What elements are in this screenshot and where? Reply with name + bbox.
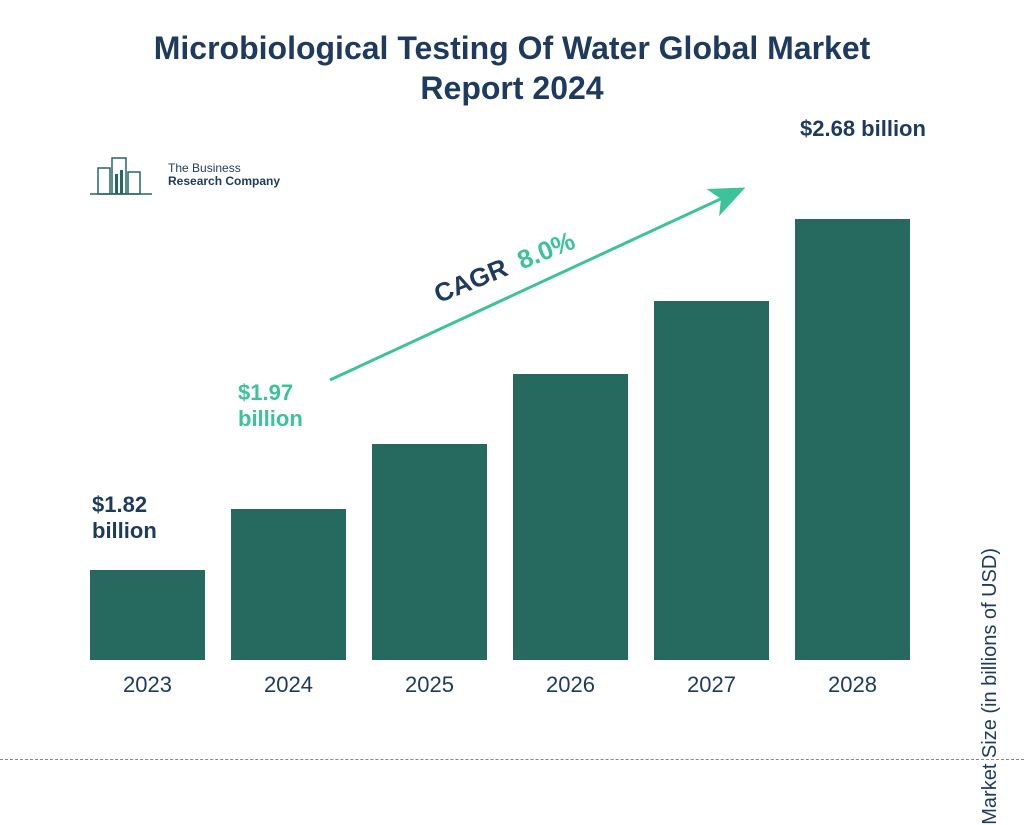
x-axis-tick-label: 2027: [654, 672, 769, 698]
bar: [231, 509, 346, 660]
x-axis-tick-label: 2024: [231, 672, 346, 698]
bar-group: [231, 509, 346, 660]
bar-group: [795, 219, 910, 660]
bottom-divider: [0, 759, 1024, 760]
bar-group: [513, 374, 628, 660]
x-axis-labels: 2023 2024 2025 2026 2027 2028: [90, 672, 910, 698]
x-axis-tick-label: 2025: [372, 672, 487, 698]
x-axis-tick-label: 2028: [795, 672, 910, 698]
bar-group: [372, 444, 487, 660]
x-axis-tick-label: 2026: [513, 672, 628, 698]
bar: [513, 374, 628, 660]
chart-title: Microbiological Testing Of Water Global …: [0, 28, 1024, 108]
value-label: $1.82billion: [92, 492, 157, 545]
value-label: $2.68 billion: [800, 116, 926, 142]
y-axis-label: Market Size (in billions of USD): [979, 548, 1002, 825]
bar: [795, 219, 910, 660]
bar: [90, 570, 205, 660]
bars-container: [90, 140, 910, 660]
bar-group: [654, 301, 769, 660]
bar-chart: 2023 2024 2025 2026 2027 2028: [90, 138, 910, 698]
x-axis-tick-label: 2023: [90, 672, 205, 698]
bar-group: [90, 570, 205, 660]
value-label: $1.97billion: [238, 380, 303, 433]
bar: [372, 444, 487, 660]
bar: [654, 301, 769, 660]
